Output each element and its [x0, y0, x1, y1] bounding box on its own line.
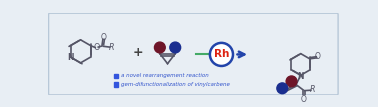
Text: O: O — [93, 43, 100, 52]
Circle shape — [286, 76, 297, 87]
Bar — [114, 82, 118, 87]
Text: O: O — [315, 52, 321, 61]
Bar — [114, 74, 118, 78]
Circle shape — [155, 42, 165, 53]
Text: O: O — [101, 33, 107, 42]
Text: a novel rearrangement reaction: a novel rearrangement reaction — [121, 74, 208, 78]
Text: R: R — [310, 85, 315, 94]
Text: R: R — [108, 43, 114, 52]
Circle shape — [210, 43, 233, 66]
Text: N: N — [67, 53, 73, 62]
Text: gem-difunctionalization of vinylcarbene: gem-difunctionalization of vinylcarbene — [121, 82, 229, 87]
Circle shape — [277, 83, 288, 94]
Text: O: O — [301, 95, 307, 104]
Text: Rh: Rh — [214, 49, 229, 59]
Text: +: + — [132, 46, 143, 59]
Circle shape — [170, 42, 181, 53]
Text: N: N — [297, 72, 304, 81]
FancyBboxPatch shape — [49, 13, 338, 95]
